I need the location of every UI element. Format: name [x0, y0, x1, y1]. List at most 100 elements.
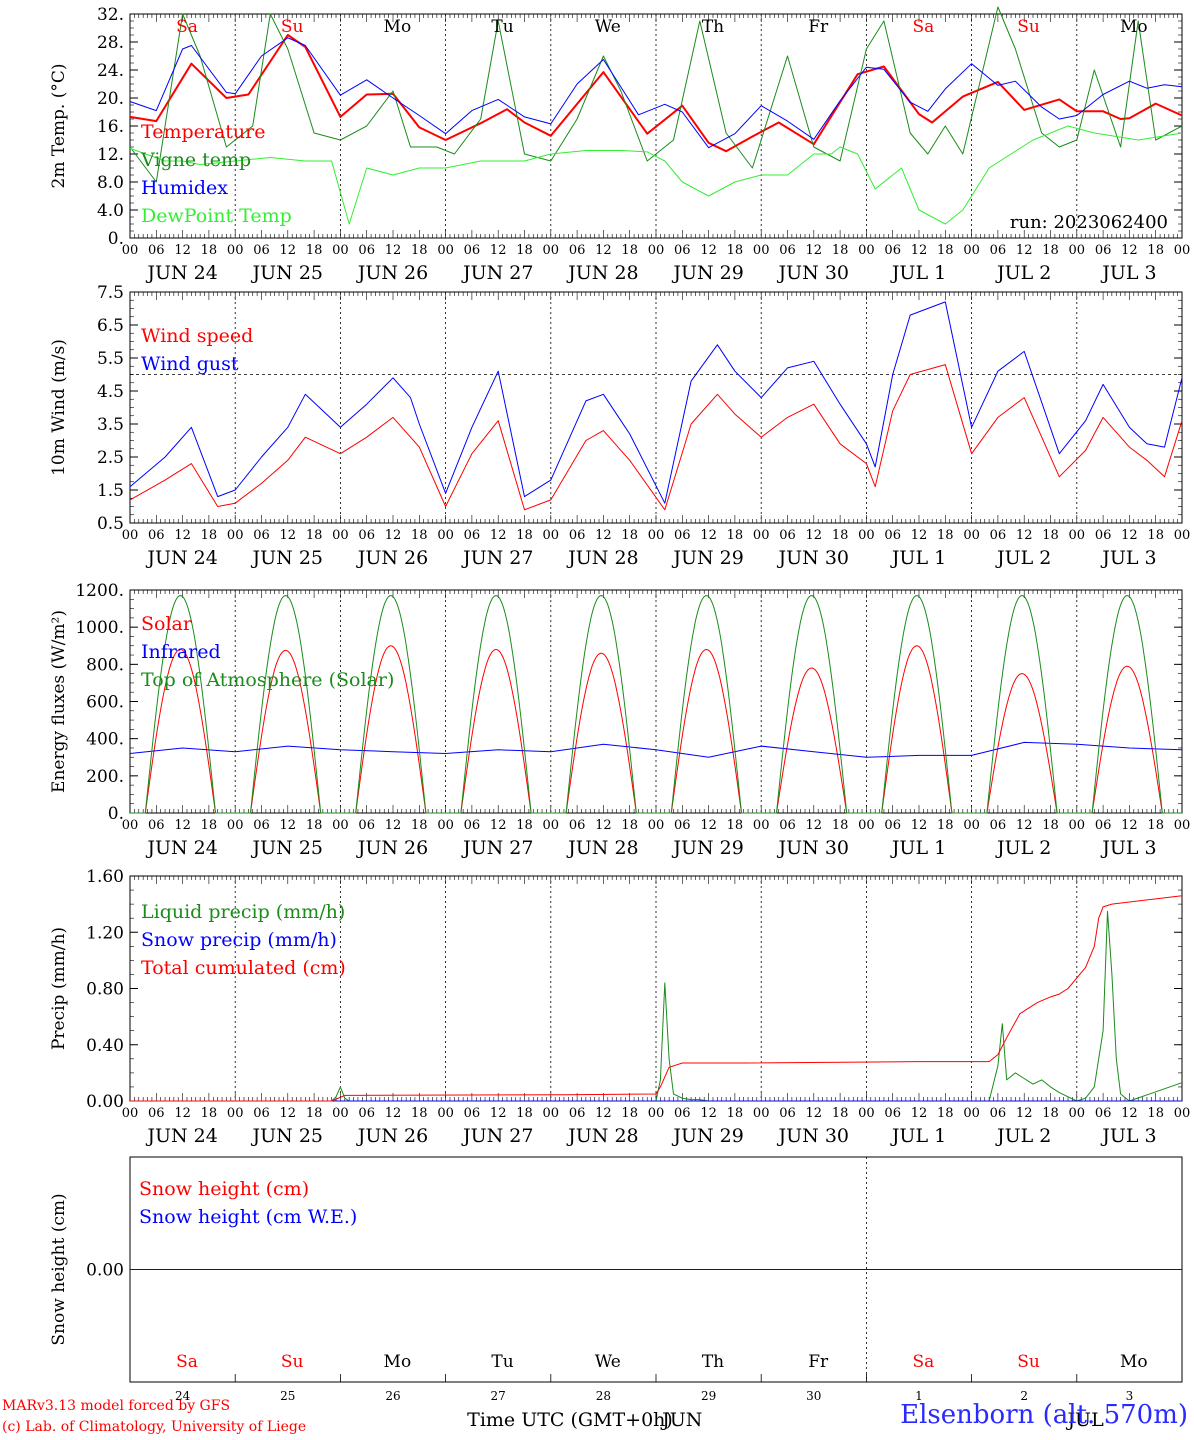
hour-tick-label: 12 — [1121, 243, 1138, 258]
y-tick-label: 800. — [86, 655, 124, 675]
y-tick-label: 1200. — [75, 581, 124, 601]
hour-tick-label: 06 — [779, 1106, 796, 1121]
hour-tick-label: 06 — [358, 1106, 375, 1121]
date-label: JUL 3 — [1100, 262, 1156, 284]
day-number-label: 29 — [701, 1389, 716, 1403]
y-tick-label: 600. — [86, 693, 124, 713]
hour-tick-label: 00 — [753, 1106, 770, 1121]
hour-tick-label: 06 — [884, 528, 901, 543]
series-wind-gust-line — [129, 301, 1183, 504]
day-number-label: 3 — [1126, 1389, 1134, 1403]
series-temperature-line — [129, 34, 1183, 153]
date-label: JUN 27 — [461, 1125, 533, 1147]
hour-tick-label: 18 — [306, 528, 323, 543]
hour-tick-label: 00 — [753, 818, 770, 833]
weekday-label: Su — [281, 1352, 304, 1372]
hour-tick-label: 06 — [358, 818, 375, 833]
date-label: JUN 25 — [251, 1125, 323, 1147]
hour-tick-label: 12 — [595, 528, 612, 543]
series-humidex-line — [129, 37, 1183, 149]
hour-tick-label: 06 — [569, 818, 586, 833]
hour-tick-label: 12 — [385, 1106, 402, 1121]
hour-tick-label: 12 — [280, 243, 297, 258]
y-tick-label: 1.20 — [86, 923, 124, 943]
hour-tick-label: 18 — [621, 818, 638, 833]
date-label: JUN 28 — [566, 837, 638, 859]
date-label: JUN 24 — [145, 837, 217, 859]
weekday-label: Tu — [491, 17, 513, 37]
date-label: JUL 2 — [995, 262, 1051, 284]
date-label: JUN 29 — [671, 1125, 743, 1147]
hour-tick-label: 18 — [937, 528, 954, 543]
date-label: JUN 30 — [777, 837, 849, 859]
hour-tick-label: 12 — [1016, 243, 1033, 258]
date-label: JUN 26 — [356, 1125, 428, 1147]
date-label: JUN 25 — [251, 262, 323, 284]
run-label: run: 2023062400 — [1010, 212, 1168, 233]
weekday-label: Mo — [384, 17, 412, 37]
hour-tick-label: 06 — [674, 528, 691, 543]
hour-tick-label: 00 — [1069, 243, 1086, 258]
hour-tick-label: 00 — [543, 528, 560, 543]
hour-tick-label: 12 — [806, 528, 823, 543]
hour-tick-label: 06 — [253, 1106, 270, 1121]
hour-tick-label: 00 — [437, 818, 454, 833]
legend-1: Solar — [141, 613, 193, 635]
date-label: JUL 1 — [890, 547, 946, 569]
legend-3: Total cumulated (cm) — [141, 957, 346, 979]
hour-tick-label: 18 — [727, 818, 744, 833]
hour-tick-label: 06 — [1095, 818, 1112, 833]
hour-tick-label: 00 — [858, 528, 875, 543]
date-label: JUL 3 — [1100, 837, 1156, 859]
hour-tick-label: 18 — [1147, 528, 1164, 543]
day-number-label: 24 — [175, 1389, 191, 1403]
legend-1: Liquid precip (mm/h) — [141, 901, 345, 923]
y-tick-label: 12. — [97, 145, 124, 165]
date-label: JUL 2 — [995, 547, 1051, 569]
y-tick-label: 4.5 — [97, 382, 124, 402]
hour-tick-label: 18 — [937, 243, 954, 258]
hour-tick-label: 00 — [1174, 528, 1191, 543]
hour-tick-label: 00 — [1069, 1106, 1086, 1121]
y-tick-label: 0.40 — [86, 1036, 124, 1056]
hour-tick-label: 06 — [464, 1106, 481, 1121]
weekday-label: Mo — [1120, 1352, 1148, 1372]
hour-tick-label: 06 — [358, 528, 375, 543]
hour-tick-label: 18 — [516, 528, 533, 543]
hour-tick-label: 18 — [516, 818, 533, 833]
hour-tick-label: 18 — [306, 1106, 323, 1121]
y-tick-label: 2.5 — [97, 448, 124, 468]
hour-tick-label: 12 — [595, 818, 612, 833]
date-label: JUN 29 — [671, 547, 743, 569]
series-total-cumulated-cm-line — [130, 895, 1183, 1102]
weekday-label: Fr — [808, 1352, 829, 1372]
date-label: JUL 1 — [890, 837, 946, 859]
hour-tick-label: 18 — [937, 1106, 954, 1121]
legend-3: Humidex — [141, 177, 228, 199]
hour-tick-label: 18 — [201, 818, 218, 833]
date-label: JUN 24 — [145, 1125, 217, 1147]
hour-tick-label: 00 — [648, 528, 665, 543]
hour-tick-label: 06 — [779, 818, 796, 833]
hour-tick-label: 06 — [569, 528, 586, 543]
hour-tick-label: 06 — [569, 243, 586, 258]
hour-tick-label: 12 — [385, 528, 402, 543]
y-axis-label: Snow height (cm) — [49, 1193, 69, 1345]
weekday-label: Mo — [384, 1352, 412, 1372]
y-tick-label: 7.5 — [97, 283, 124, 303]
y-tick-label: 1000. — [75, 618, 124, 638]
hour-tick-label: 12 — [1016, 528, 1033, 543]
hour-tick-label: 12 — [1016, 1106, 1033, 1121]
y-tick-label: 200. — [86, 767, 124, 787]
y-tick-label: 3.5 — [97, 415, 124, 435]
y-tick-label: 0.00 — [86, 1261, 124, 1281]
y-tick-label: 5.5 — [97, 349, 124, 369]
hour-tick-label: 06 — [674, 818, 691, 833]
date-label: JUN 26 — [356, 837, 428, 859]
hour-tick-label: 12 — [806, 818, 823, 833]
hour-tick-label: 00 — [227, 818, 244, 833]
day-number-label: 1 — [915, 1389, 923, 1403]
weekday-label: We — [595, 17, 621, 37]
y-tick-label: 8.0 — [97, 173, 124, 193]
date-label: JUN 24 — [145, 262, 217, 284]
